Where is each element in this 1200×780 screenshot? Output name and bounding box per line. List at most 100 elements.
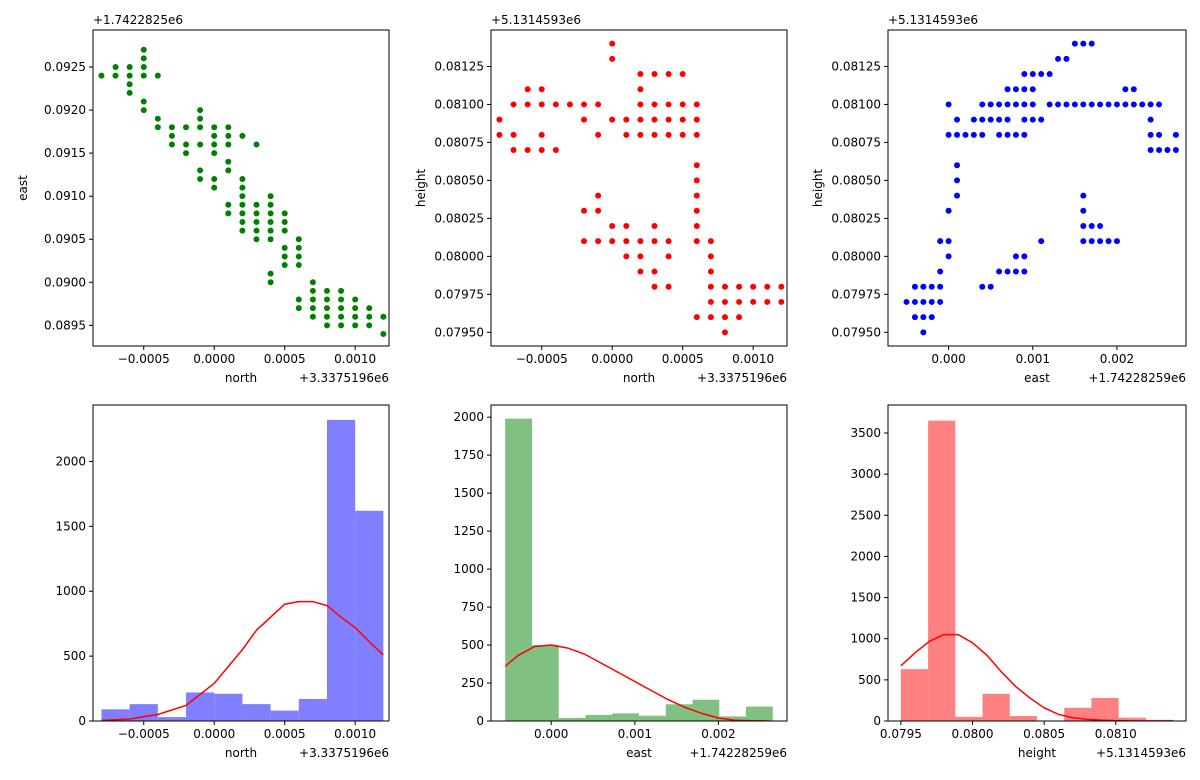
x-tick-label: 0.0795 — [880, 727, 922, 741]
x-axis-label: north — [225, 746, 257, 760]
chart-panel-top-right: 0.000 0.001 0.002 0.07950 0.07975 0.08000 0.08… — [811, 13, 1187, 385]
scatter-point — [1004, 86, 1011, 93]
axes-frame — [887, 404, 1187, 722]
x-tick-label: 0.0010 — [334, 727, 376, 741]
scatter-point — [295, 296, 302, 303]
scatter-point — [225, 141, 232, 148]
scatter-point — [1021, 253, 1028, 260]
scatter-point — [225, 210, 232, 217]
scatter-point — [239, 132, 246, 139]
scatter-point — [225, 124, 232, 131]
scatter-point — [693, 177, 700, 184]
scatter-point — [239, 193, 246, 200]
scatter-point — [281, 227, 288, 234]
scatter-point — [239, 219, 246, 226]
scatter-point — [987, 116, 994, 123]
scatter-point — [524, 86, 531, 93]
scatter-point — [609, 238, 616, 245]
scatter-point — [126, 81, 133, 88]
y-tick-label: 1500 — [453, 486, 484, 500]
scatter-point — [707, 283, 714, 290]
scatter-point — [937, 238, 944, 245]
scatter-point — [380, 313, 387, 320]
scatter-point — [679, 101, 686, 108]
scatter-point — [1105, 238, 1112, 245]
scatter-point — [911, 314, 918, 321]
scatter-point — [1071, 40, 1078, 47]
plot-area — [504, 418, 773, 721]
scatter-point — [1004, 116, 1011, 123]
scatter-point — [928, 314, 935, 321]
y-tick-label: 1250 — [453, 524, 484, 538]
scatter-point — [538, 86, 545, 93]
y-tick-label: 0.0920 — [44, 103, 86, 117]
scatter-point — [651, 268, 658, 275]
scatter-point — [496, 116, 503, 123]
y-tick-label: 0.08025 — [831, 211, 881, 225]
histogram-bar — [585, 714, 613, 721]
scatter-point — [736, 283, 743, 290]
axes-frame — [92, 404, 390, 722]
scatter-point — [267, 236, 274, 243]
y-tick-label: 0.08050 — [831, 173, 881, 187]
scatter-point — [295, 236, 302, 243]
scatter-point — [651, 116, 658, 123]
y-offset-text: +5.1314593e6 — [491, 13, 581, 27]
scatter-point — [1088, 40, 1095, 47]
scatter-point — [962, 131, 969, 138]
scatter-point — [945, 101, 952, 108]
scatter-point — [239, 210, 246, 217]
scatter-point — [323, 287, 330, 294]
axes-frame — [490, 29, 788, 347]
scatter-point — [1156, 147, 1163, 154]
scatter-point — [140, 55, 147, 62]
scatter-point — [595, 131, 602, 138]
scatter-point — [1080, 238, 1087, 245]
y-axis-label: height — [811, 169, 825, 208]
scatter-point — [637, 253, 644, 260]
y-tick-label: 0.07950 — [434, 325, 484, 339]
scatter-point — [253, 219, 260, 226]
scatter-point — [1113, 101, 1120, 108]
scatter-point — [937, 283, 944, 290]
scatter-point — [764, 283, 771, 290]
scatter-point — [637, 238, 644, 245]
scatter-point — [1012, 268, 1019, 275]
scatter-point — [937, 268, 944, 275]
scatter-point — [225, 201, 232, 208]
scatter-point — [693, 192, 700, 199]
scatter-point — [651, 131, 658, 138]
histogram-bar — [298, 698, 327, 721]
histogram-bar — [129, 704, 158, 721]
x-offset-text: +3.3375196e6 — [697, 371, 787, 385]
scatter-point — [979, 131, 986, 138]
y-tick-label: 2500 — [850, 508, 881, 522]
scatter-point — [1029, 71, 1036, 78]
scatter-point — [1029, 101, 1036, 108]
chart-panel-bottom-left: −0.0005 0.0000 0.0005 0.0010 0 500 1000 1500 200… — [55, 404, 390, 760]
scatter-point — [295, 262, 302, 269]
scatter-point — [595, 101, 602, 108]
scatter-point — [707, 238, 714, 245]
scatter-point — [609, 55, 616, 62]
y-tick-label: 0 — [873, 714, 881, 728]
x-tick-label: 0.0005 — [264, 727, 306, 741]
scatter-point — [211, 124, 218, 131]
scatter-point — [338, 313, 345, 320]
scatter-point — [707, 268, 714, 275]
scatter-point — [970, 131, 977, 138]
chart-panel-top-middle: −0.0005 0.0000 0.0005 0.0010 0.07950 0.07975 0… — [414, 13, 788, 385]
scatter-point — [552, 147, 559, 154]
scatter-point — [253, 236, 260, 243]
scatter-point — [945, 131, 952, 138]
scatter-point — [920, 314, 927, 321]
scatter-point — [1055, 101, 1062, 108]
y-tick-label: 0.08050 — [434, 173, 484, 187]
scatter-point — [366, 322, 373, 329]
scatter-point — [665, 116, 672, 123]
plot-area — [98, 46, 387, 337]
x-tick-label: −0.0005 — [516, 352, 568, 366]
histogram-bar — [355, 510, 384, 721]
scatter-point — [945, 207, 952, 214]
scatter-point — [707, 314, 714, 321]
